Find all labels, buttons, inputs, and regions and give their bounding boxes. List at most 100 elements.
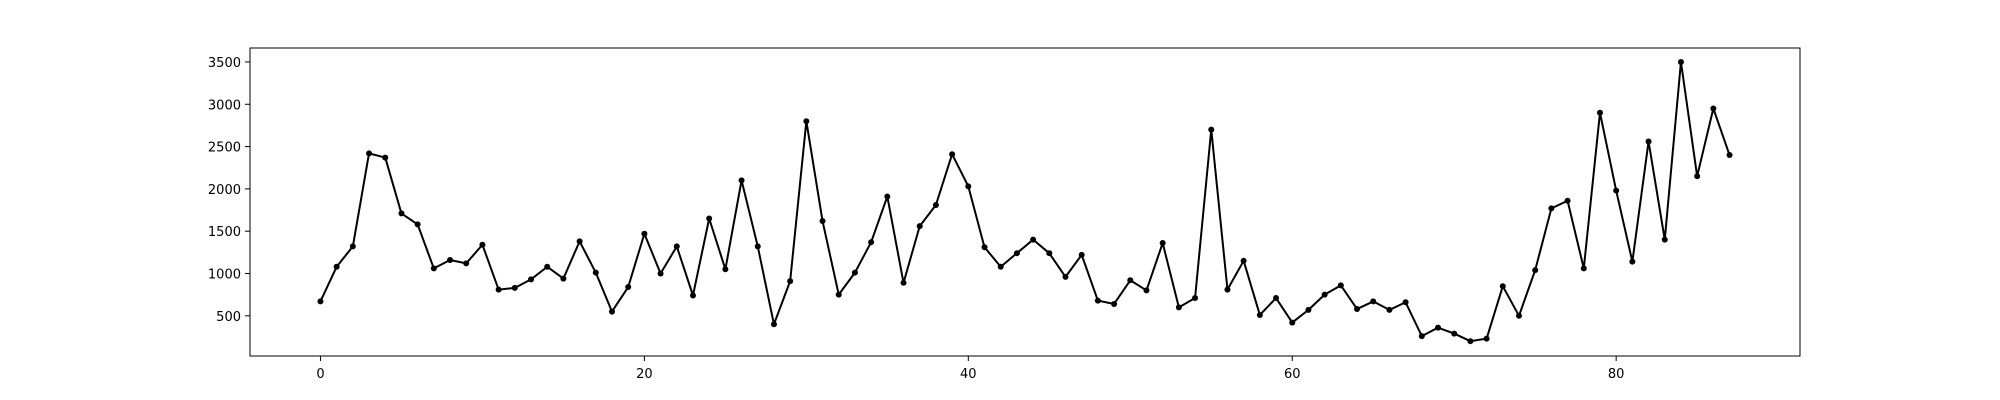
data-point-52	[1159, 240, 1166, 247]
data-point-15	[560, 275, 567, 282]
data-point-42	[997, 263, 1004, 270]
data-point-45	[1046, 250, 1053, 257]
x-axis-ticks: 0 20 40 60 80	[316, 356, 1624, 382]
x-tick-label: 60	[1284, 367, 1301, 382]
data-point-44	[1030, 236, 1037, 243]
data-point-9	[463, 260, 470, 267]
data-point-32	[835, 291, 842, 298]
data-point-74	[1515, 312, 1522, 319]
data-point-16	[576, 238, 583, 245]
data-point-61	[1305, 306, 1312, 313]
data-point-55	[1208, 126, 1215, 133]
plot-frame	[249, 47, 1801, 357]
data-point-6	[414, 221, 421, 228]
data-point-79	[1596, 109, 1603, 116]
y-tick-label: 500	[216, 310, 241, 325]
data-point-13	[528, 276, 535, 283]
data-point-4	[382, 154, 389, 161]
data-point-67	[1402, 299, 1409, 306]
data-point-56	[1224, 286, 1231, 293]
data-point-78	[1580, 265, 1587, 272]
x-tick-label: 20	[636, 367, 653, 382]
y-tick-label: 3500	[208, 56, 241, 71]
data-point-12	[511, 284, 518, 291]
data-point-5	[398, 210, 405, 217]
data-point-8	[447, 256, 454, 263]
data-point-31	[819, 218, 826, 225]
data-point-54	[1192, 295, 1199, 302]
data-point-37	[916, 223, 923, 230]
data-point-46	[1062, 273, 1069, 280]
data-point-76	[1548, 205, 1555, 212]
data-point-21	[657, 270, 664, 277]
data-point-10	[479, 241, 486, 248]
x-tick-label: 0	[316, 367, 324, 382]
data-point-3	[366, 150, 373, 157]
data-point-75	[1532, 267, 1539, 274]
data-point-26	[738, 177, 745, 184]
data-point-83	[1661, 236, 1668, 243]
data-point-86	[1710, 105, 1717, 112]
data-point-40	[965, 183, 972, 190]
data-point-41	[981, 244, 988, 251]
data-point-77	[1564, 197, 1571, 204]
data-point-65	[1370, 298, 1377, 305]
data-point-63	[1337, 282, 1344, 289]
data-point-11	[495, 286, 502, 293]
data-point-33	[851, 269, 858, 276]
y-tick-label: 1000	[208, 268, 241, 283]
data-point-59	[1273, 295, 1280, 302]
data-point-71	[1467, 338, 1474, 345]
data-point-58	[1256, 311, 1263, 318]
data-point-30	[803, 118, 810, 125]
data-point-64	[1354, 306, 1361, 313]
data-point-19	[625, 284, 632, 291]
data-point-84	[1677, 58, 1684, 65]
data-point-53	[1175, 304, 1182, 311]
data-point-18	[608, 308, 615, 315]
data-point-80	[1613, 187, 1620, 194]
data-point-49	[1111, 300, 1118, 307]
y-tick-label: 2000	[208, 183, 241, 198]
data-point-87	[1726, 152, 1733, 159]
data-point-34	[868, 239, 875, 246]
data-point-20	[641, 230, 648, 237]
data-point-1	[333, 263, 340, 270]
data-point-69	[1435, 324, 1442, 331]
y-tick-label: 1500	[208, 225, 241, 240]
data-point-50	[1127, 277, 1134, 284]
data-point-35	[884, 193, 891, 200]
data-point-2	[349, 243, 356, 250]
data-point-72	[1483, 335, 1490, 342]
data-point-28	[770, 321, 777, 328]
data-point-38	[932, 201, 939, 208]
series-line	[319, 60, 1731, 343]
data-point-66	[1386, 306, 1393, 313]
data-point-17	[592, 269, 599, 276]
data-point-60	[1289, 319, 1296, 326]
data-point-14	[544, 263, 551, 270]
data-point-43	[1013, 250, 1020, 257]
data-point-22	[673, 243, 680, 250]
data-point-39	[949, 151, 956, 158]
x-tick-label: 80	[1608, 367, 1625, 382]
data-point-57	[1240, 257, 1247, 264]
data-point-81	[1629, 258, 1636, 265]
series-markers	[317, 58, 1733, 345]
data-point-68	[1418, 333, 1425, 340]
data-point-25	[722, 266, 729, 273]
y-axis-ticks: 500 1000 1500 2000 2500 3000 3500	[208, 56, 250, 325]
data-point-47	[1078, 251, 1085, 258]
data-point-23	[689, 292, 696, 299]
data-point-48	[1094, 297, 1101, 304]
data-point-24	[706, 215, 713, 222]
x-tick-label: 40	[960, 367, 977, 382]
data-point-73	[1499, 283, 1506, 290]
data-point-36	[900, 279, 907, 286]
data-point-82	[1645, 138, 1652, 145]
data-point-29	[787, 278, 794, 285]
data-point-7	[430, 265, 437, 272]
data-point-51	[1143, 287, 1150, 294]
